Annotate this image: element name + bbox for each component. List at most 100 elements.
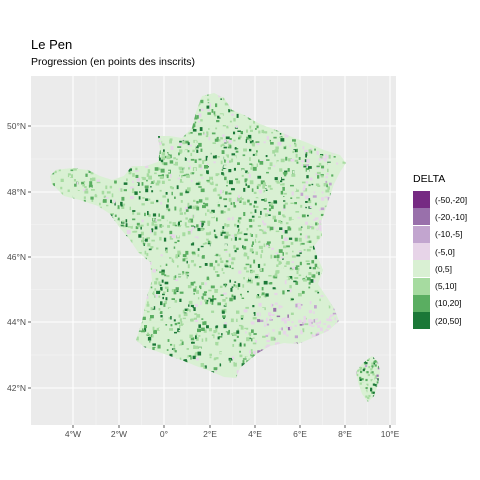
- commune-cell: [183, 168, 185, 171]
- commune-cell: [279, 328, 283, 330]
- commune-cell: [236, 370, 240, 374]
- commune-cell: [156, 247, 159, 250]
- commune-cell: [249, 232, 252, 236]
- commune-cell: [306, 240, 310, 243]
- commune-cell: [163, 333, 168, 336]
- commune-cell: [224, 176, 227, 181]
- commune-cell: [187, 205, 192, 209]
- commune-cell: [271, 314, 275, 316]
- commune-cell: [322, 168, 324, 171]
- commune-cell: [297, 302, 301, 305]
- commune-cell: [315, 322, 318, 325]
- commune-cell: [165, 192, 168, 195]
- commune-cell: [239, 200, 242, 203]
- commune-cell: [311, 260, 315, 264]
- commune-cell: [230, 202, 233, 205]
- commune-cell: [362, 380, 365, 383]
- commune-cell: [254, 200, 257, 204]
- commune-cell: [214, 253, 219, 257]
- commune-cell: [121, 220, 125, 223]
- commune-cell: [221, 229, 224, 232]
- commune-cell: [206, 170, 209, 175]
- commune-cell: [227, 160, 230, 163]
- commune-cell: [190, 304, 194, 309]
- commune-cell: [319, 154, 323, 159]
- commune-cell: [255, 191, 260, 195]
- commune-cell: [106, 204, 109, 207]
- commune-cell: [293, 188, 297, 192]
- commune-cell: [208, 303, 212, 306]
- commune-cell: [123, 213, 126, 215]
- commune-cell: [261, 229, 264, 232]
- commune-cell: [205, 212, 207, 216]
- commune-cell: [189, 297, 191, 300]
- commune-cell: [299, 167, 302, 170]
- legend-label: (5,10]: [435, 281, 457, 292]
- commune-cell: [260, 160, 264, 162]
- commune-cell: [219, 346, 224, 351]
- commune-cell: [161, 162, 165, 165]
- commune-cell: [190, 307, 193, 310]
- commune-cell: [233, 332, 237, 336]
- commune-cell: [159, 265, 162, 268]
- commune-cell: [166, 204, 169, 208]
- commune-cell: [242, 154, 246, 157]
- commune-cell: [176, 290, 179, 292]
- commune-cell: [121, 205, 125, 209]
- commune-cell: [182, 174, 186, 177]
- commune-cell: [234, 123, 238, 126]
- commune-cell: [270, 288, 273, 292]
- commune-cell: [333, 156, 336, 159]
- commune-cell: [255, 141, 260, 144]
- commune-cell: [229, 279, 231, 283]
- commune-cell: [175, 333, 177, 338]
- commune-cell: [149, 163, 154, 168]
- commune-cell: [262, 335, 266, 338]
- commune-cell: [177, 322, 181, 325]
- commune-cell: [253, 180, 256, 184]
- commune-cell: [231, 113, 234, 116]
- commune-cell: [286, 172, 288, 175]
- commune-cell: [147, 301, 149, 304]
- commune-cell: [287, 292, 290, 297]
- commune-cell: [228, 291, 232, 296]
- commune-cell: [189, 151, 193, 153]
- commune-cell: [265, 189, 268, 191]
- commune-cell: [231, 294, 234, 298]
- commune-cell: [185, 156, 189, 158]
- commune-cell: [311, 183, 314, 186]
- commune-cell: [247, 294, 250, 298]
- commune-cell: [126, 189, 130, 191]
- commune-cell: [274, 231, 277, 235]
- commune-cell: [287, 205, 291, 208]
- commune-cell: [138, 196, 141, 200]
- commune-cell: [309, 266, 312, 269]
- commune-cell: [317, 185, 321, 187]
- commune-cell: [154, 224, 158, 227]
- commune-cell: [156, 346, 158, 350]
- commune-cell: [123, 182, 128, 185]
- commune-cell: [367, 396, 370, 400]
- commune-cell: [150, 230, 152, 234]
- commune-cell: [164, 242, 167, 245]
- commune-cell: [292, 250, 294, 253]
- commune-cell: [160, 317, 164, 321]
- commune-cell: [164, 252, 168, 256]
- commune-cell: [285, 259, 288, 261]
- commune-cell: [196, 314, 201, 318]
- commune-cell: [217, 263, 220, 267]
- commune-cell: [187, 219, 191, 223]
- commune-cell: [290, 222, 293, 224]
- commune-cell: [308, 240, 312, 243]
- commune-cell: [67, 189, 70, 192]
- commune-cell: [236, 113, 239, 118]
- commune-cell: [243, 158, 245, 162]
- commune-cell: [220, 144, 223, 148]
- commune-cell: [212, 298, 217, 301]
- commune-cell: [221, 159, 224, 162]
- commune-cell: [233, 202, 235, 206]
- x-tick-label: 2°E: [203, 429, 217, 439]
- commune-cell: [207, 209, 210, 212]
- commune-cell: [83, 188, 87, 192]
- commune-cell: [123, 203, 126, 206]
